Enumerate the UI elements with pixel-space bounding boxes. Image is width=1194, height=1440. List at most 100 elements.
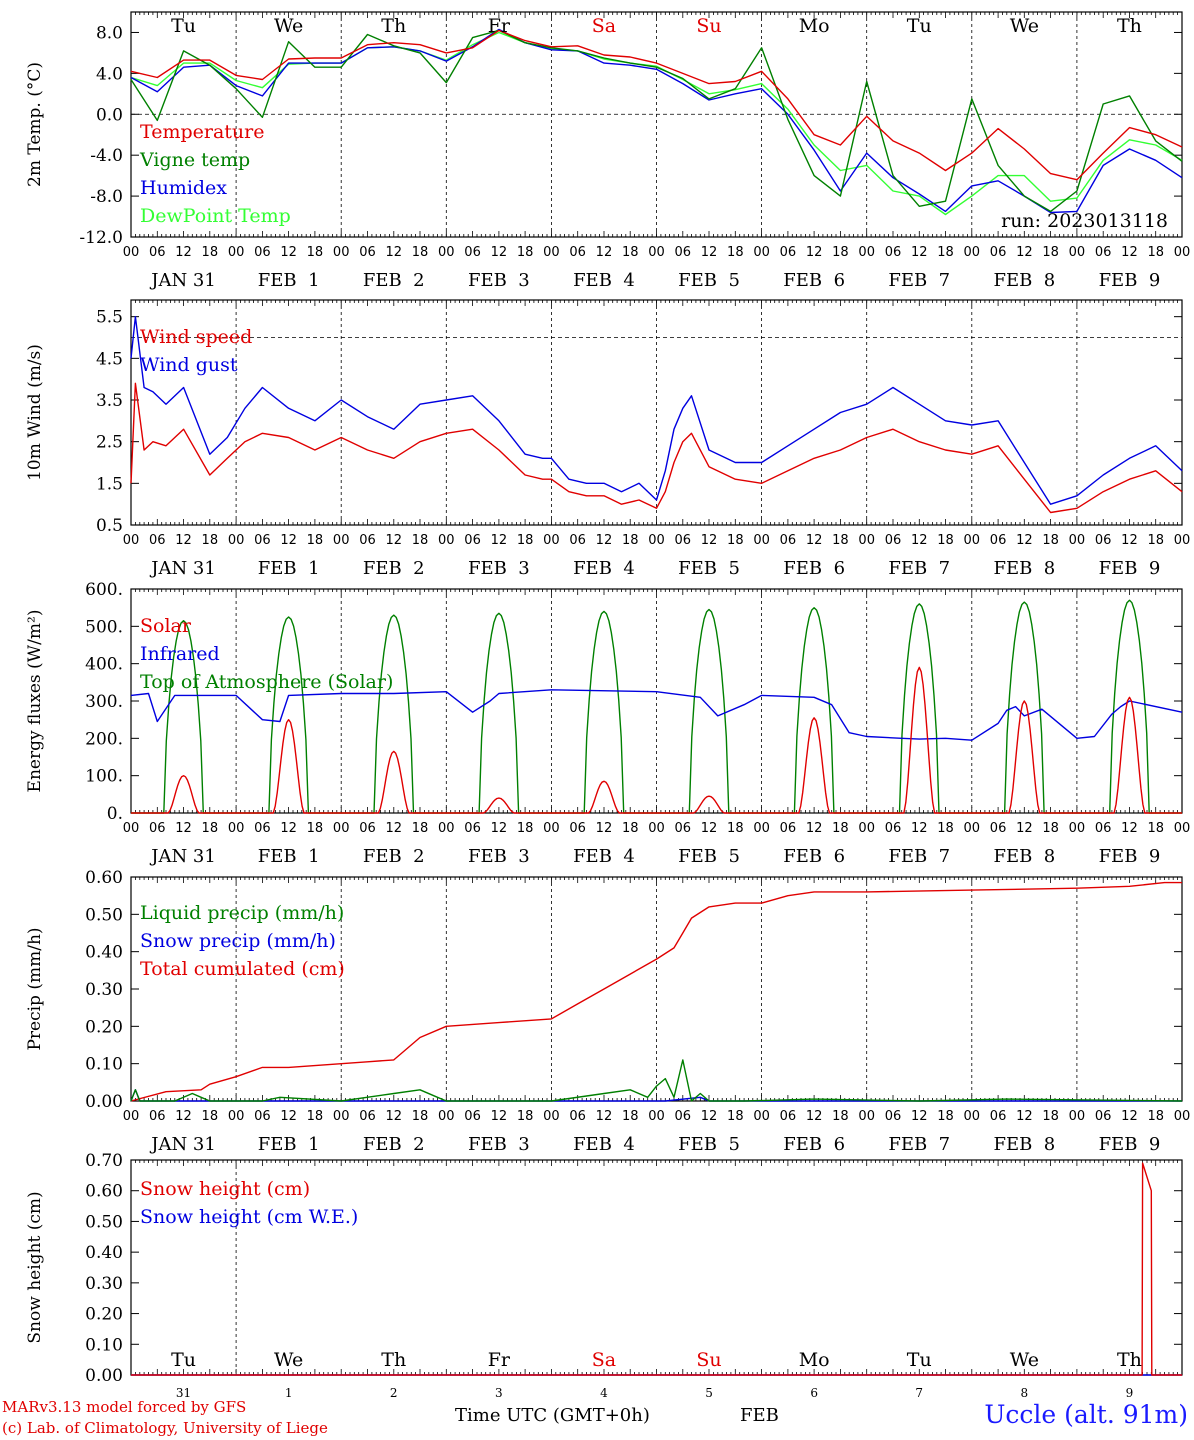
hour-tick-label: 12 [1121,821,1138,836]
date-label: FEB 3 [468,846,530,867]
date-label: FEB 1 [258,270,320,291]
legend-entry: Wind speed [140,326,252,348]
y-tick-label: 0.70 [85,1151,123,1171]
hour-tick-label: 06 [885,821,902,836]
y-tick-label: 3.5 [96,391,123,411]
plot-frame [130,299,1183,526]
hour-tick-label: 18 [517,821,534,836]
plot-frame [130,11,1183,238]
hour-tick-label: 12 [806,1109,823,1124]
date-label: FEB 1 [258,558,320,579]
hour-tick-label: 18 [622,533,639,548]
hour-tick-label: 00 [333,1109,350,1124]
y-tick-label: 0.5 [96,516,123,536]
hour-tick-label: 12 [701,1109,718,1124]
day-number-label: 8 [1021,1386,1029,1400]
hour-tick-label: 18 [202,821,219,836]
hour-tick-label: 00 [543,245,560,260]
legend-entry: Temperature [140,121,264,143]
hour-tick-label: 00 [228,1109,245,1124]
hour-tick-label: 00 [858,245,875,260]
hour-tick-label: 12 [491,245,508,260]
hour-tick-label: 18 [727,533,744,548]
y-tick-label: 0.50 [85,905,123,925]
hour-tick-label: 06 [885,1109,902,1124]
date-label: FEB 4 [573,846,635,867]
y-axis-label: Energy fluxes (W/m²) [25,610,45,793]
run-label: run: 2023013118 [1001,210,1168,232]
hour-tick-label: 06 [359,533,376,548]
hour-tick-label: 18 [1042,533,1059,548]
legend-entry: Snow height (cm) [140,1178,310,1200]
hour-tick-label: 18 [832,1109,849,1124]
weekday-label: Tu [171,1349,196,1371]
date-label: FEB 5 [678,558,740,579]
series-line-wind-gust [130,316,1183,505]
legend-entry: DewPoint Temp [140,205,291,227]
hour-tick-label: 00 [753,1109,770,1124]
hour-tick-label: 00 [858,533,875,548]
series-line-infrared [130,689,1183,741]
date-label: FEB 3 [468,558,530,579]
y-tick-label: 0.20 [85,1017,123,1037]
y-tick-label: 0.30 [85,1274,123,1294]
hour-tick-label: 12 [385,533,402,548]
y-axis-label: Snow height (cm) [25,1191,45,1343]
hour-tick-label: 00 [438,245,455,260]
hour-tick-label: 06 [990,245,1007,260]
hour-tick-label: 06 [464,821,481,836]
hour-tick-label: 00 [543,821,560,836]
date-label: FEB 9 [1099,558,1161,579]
date-label: FEB 2 [363,1134,425,1155]
hour-tick-label: 12 [596,1109,613,1124]
y-tick-label: 2.5 [96,433,123,453]
hour-tick-label: 00 [964,245,981,260]
hour-tick-label: 12 [806,533,823,548]
y-tick-label: -12.0 [79,228,123,248]
date-label: JAN 31 [149,558,216,579]
date-label: FEB 7 [888,1134,950,1155]
hour-tick-label: 06 [780,1109,797,1124]
model-credit-line: MARv3.13 model forced by GFS [2,1398,247,1416]
hour-tick-label: 12 [280,1109,297,1124]
hour-tick-label: 12 [491,821,508,836]
hour-tick-label: 12 [701,245,718,260]
date-label: FEB 7 [888,270,950,291]
hour-tick-label: 12 [911,533,928,548]
hour-tick-label: 12 [491,1109,508,1124]
weekday-label: We [1010,15,1039,37]
x-tick-marks [130,1160,1183,1375]
hour-tick-label: 12 [385,821,402,836]
hour-tick-label: 18 [412,1109,429,1124]
hour-tick-label: 12 [806,245,823,260]
y-tick-label: 0.60 [85,868,123,888]
y-tick-label: -8.0 [90,187,123,207]
legend-entry: Snow height (cm W.E.) [140,1206,358,1228]
hour-tick-label: 18 [202,1109,219,1124]
date-label: FEB 8 [993,846,1055,867]
date-label: FEB 5 [678,846,740,867]
date-label: JAN 31 [149,846,216,867]
hour-tick-label: 06 [464,1109,481,1124]
hour-tick-label: 12 [911,1109,928,1124]
y-tick-label: 0. [107,804,123,824]
hour-tick-label: 06 [464,533,481,548]
date-label: FEB 3 [468,270,530,291]
weekday-label: Sa [592,1349,616,1371]
legend-entry: Total cumulated (cm) [140,958,345,980]
weekday-label: Fr [488,15,511,37]
day-number-label: 6 [810,1386,818,1400]
day-number-label: 5 [705,1386,713,1400]
hour-tick-label: 18 [727,1109,744,1124]
day-number-label: 7 [915,1386,923,1400]
hour-tick-label: 06 [885,245,902,260]
date-label: FEB 6 [783,558,845,579]
weekday-label: Th [381,1349,406,1371]
hour-tick-label: 00 [543,1109,560,1124]
y-tick-label: 0.10 [85,1055,123,1075]
hour-tick-label: 06 [569,533,586,548]
date-label: JAN 31 [149,270,216,291]
legend-entry: Infrared [140,643,220,665]
hour-tick-label: 18 [307,1109,324,1124]
